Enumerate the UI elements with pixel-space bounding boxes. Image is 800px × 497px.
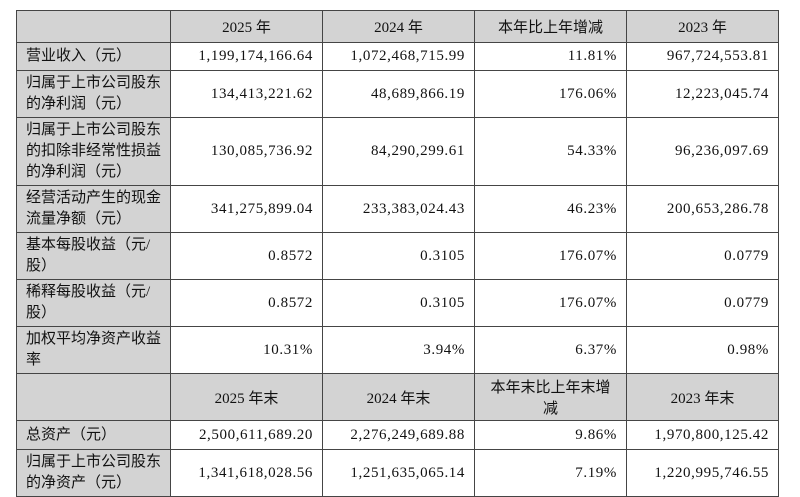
- table-row-total-assets: 总资产（元） 2,500,611,689.20 2,276,249,689.88…: [16, 420, 779, 450]
- cell-value: 176.06%: [474, 70, 627, 118]
- col-header-2025: 2025 年: [170, 10, 323, 43]
- cell-value: 10.31%: [170, 326, 323, 374]
- col-header-2024-end: 2024 年末: [322, 373, 475, 421]
- cell-value: 0.8572: [170, 279, 323, 327]
- cell-value: 3.94%: [322, 326, 475, 374]
- row-label: 稀释每股收益（元/ 股）: [16, 279, 171, 327]
- cell-value: 1,072,468,715.99: [322, 42, 475, 71]
- row-label: 归属于上市公司股东 的扣除非经常性损益 的净利润（元）: [16, 117, 171, 186]
- section2-header-row: 2025 年末 2024 年末 本年末比上年末增减 2023 年末: [16, 373, 779, 421]
- col-header-yoy-change: 本年比上年增减: [474, 10, 627, 43]
- table-row-basic-eps: 基本每股收益（元/ 股） 0.8572 0.3105 176.07% 0.077…: [16, 232, 779, 280]
- financial-summary-table: 2025 年 2024 年 本年比上年增减 2023 年 营业收入（元） 1,1…: [16, 10, 779, 497]
- table-row-operating-cash-flow: 经营活动产生的现金 流量净额（元） 341,275,899.04 233,383…: [16, 185, 779, 233]
- header-empty-cell: [16, 10, 171, 43]
- cell-value: 176.07%: [474, 232, 627, 280]
- cell-value: 11.81%: [474, 42, 627, 71]
- cell-value: 54.33%: [474, 117, 627, 186]
- table-row-diluted-eps: 稀释每股收益（元/ 股） 0.8572 0.3105 176.07% 0.077…: [16, 279, 779, 327]
- table-row-net-assets: 归属于上市公司股东 的净资产（元） 1,341,618,028.56 1,251…: [16, 449, 779, 497]
- cell-value: 1,199,174,166.64: [170, 42, 323, 71]
- cell-value: 2,500,611,689.20: [170, 420, 323, 450]
- row-label: 基本每股收益（元/ 股）: [16, 232, 171, 280]
- table-row-net-profit: 归属于上市公司股东 的净利润（元） 134,413,221.62 48,689,…: [16, 70, 779, 118]
- cell-value: 176.07%: [474, 279, 627, 327]
- cell-value: 48,689,866.19: [322, 70, 475, 118]
- row-label: 总资产（元）: [16, 420, 171, 450]
- cell-value: 341,275,899.04: [170, 185, 323, 233]
- cell-value: 0.3105: [322, 232, 475, 280]
- cell-value: 46.23%: [474, 185, 627, 233]
- cell-value: 9.86%: [474, 420, 627, 450]
- cell-value: 967,724,553.81: [626, 42, 779, 71]
- cell-value: 200,653,286.78: [626, 185, 779, 233]
- cell-value: 0.98%: [626, 326, 779, 374]
- cell-value: 84,290,299.61: [322, 117, 475, 186]
- col-header-yoy-end-change: 本年末比上年末增减: [474, 373, 627, 421]
- cell-value: 0.3105: [322, 279, 475, 327]
- cell-value: 12,223,045.74: [626, 70, 779, 118]
- table-row-net-profit-excl-nonrecurring: 归属于上市公司股东 的扣除非经常性损益 的净利润（元） 130,085,736.…: [16, 117, 779, 186]
- section1-header-row: 2025 年 2024 年 本年比上年增减 2023 年: [16, 10, 779, 43]
- cell-value: 134,413,221.62: [170, 70, 323, 118]
- col-header-2025-end: 2025 年末: [170, 373, 323, 421]
- cell-value: 0.8572: [170, 232, 323, 280]
- row-label: 归属于上市公司股东 的净利润（元）: [16, 70, 171, 118]
- col-header-2024: 2024 年: [322, 10, 475, 43]
- table-row-weighted-avg-roe: 加权平均净资产收益 率 10.31% 3.94% 6.37% 0.98%: [16, 326, 779, 374]
- cell-value: 1,220,995,746.55: [626, 449, 779, 497]
- header-empty-cell: [16, 373, 171, 421]
- cell-value: 0.0779: [626, 232, 779, 280]
- cell-value: 96,236,097.69: [626, 117, 779, 186]
- cell-value: 130,085,736.92: [170, 117, 323, 186]
- cell-value: 6.37%: [474, 326, 627, 374]
- cell-value: 1,970,800,125.42: [626, 420, 779, 450]
- col-header-2023-end: 2023 年末: [626, 373, 779, 421]
- cell-value: 1,251,635,065.14: [322, 449, 475, 497]
- cell-value: 233,383,024.43: [322, 185, 475, 233]
- cell-value: 2,276,249,689.88: [322, 420, 475, 450]
- table-row-operating-revenue: 营业收入（元） 1,199,174,166.64 1,072,468,715.9…: [16, 42, 779, 71]
- row-label: 经营活动产生的现金 流量净额（元）: [16, 185, 171, 233]
- cell-value: 7.19%: [474, 449, 627, 497]
- row-label: 归属于上市公司股东 的净资产（元）: [16, 449, 171, 497]
- cell-value: 0.0779: [626, 279, 779, 327]
- row-label: 加权平均净资产收益 率: [16, 326, 171, 374]
- col-header-2023: 2023 年: [626, 10, 779, 43]
- cell-value: 1,341,618,028.56: [170, 449, 323, 497]
- row-label: 营业收入（元）: [16, 42, 171, 71]
